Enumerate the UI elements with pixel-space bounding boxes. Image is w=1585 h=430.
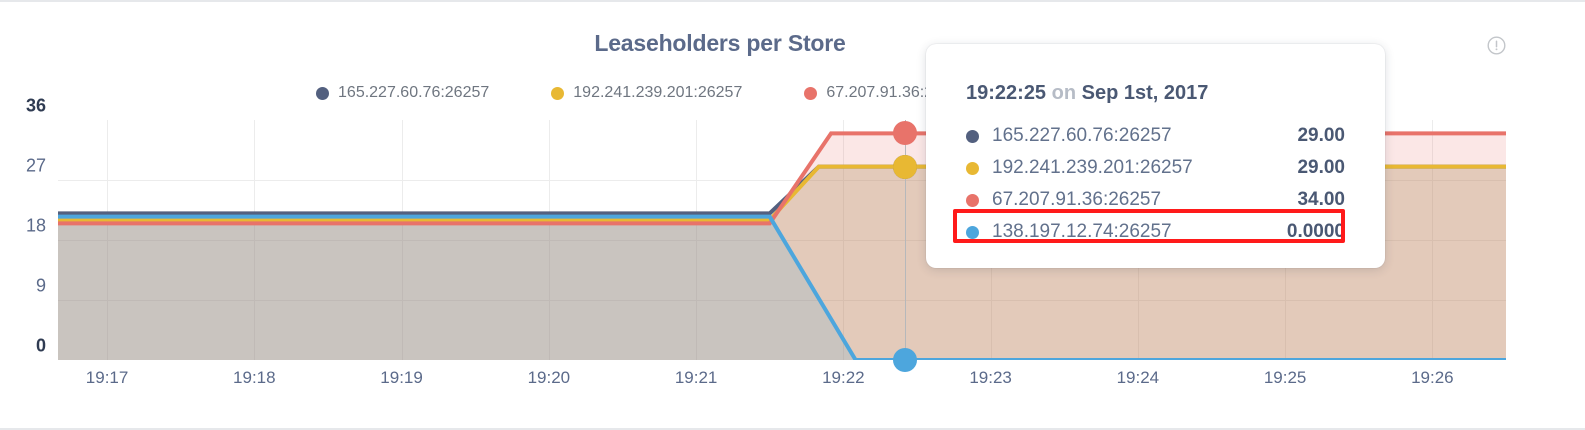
tooltip-color-dot — [966, 161, 979, 175]
y-axis-tick: 27 — [25, 155, 46, 176]
gridline-horizontal — [58, 180, 1506, 181]
legend-label: 165.227.60.76:26257 — [338, 84, 490, 101]
tooltip-header: 19:22:25 on Sep 1st, 2017 — [966, 82, 1345, 105]
x-axis: 19:17 19:18 19:19 19:20 19:21 19:22 19:23 19:24… — [58, 368, 1506, 394]
x-axis-tick: 19:22 — [822, 368, 865, 387]
x-axis-tick: 19:25 — [1263, 368, 1307, 387]
y-axis-tick: 18 — [25, 215, 46, 236]
gridline-vertical — [696, 120, 698, 360]
tooltip-rows: 165.227.60.76:26257 29.00 192.241.239.201:… — [966, 120, 1345, 248]
gridline-vertical — [254, 120, 256, 360]
legend-color-dot — [316, 86, 330, 100]
tooltip-row: 192.241.239.201:26257 29.00 — [966, 152, 1345, 184]
page-title: Leaseholders per Store — [594, 30, 846, 56]
tooltip-time: 19:22:25 — [966, 82, 1047, 104]
tooltip-series-label: 165.227.60.76:26257 — [992, 125, 1172, 146]
gridline-vertical — [401, 120, 403, 360]
tooltip-series-label: 138.197.12.74:26257 — [992, 221, 1172, 242]
tooltip-color-dot — [966, 193, 979, 207]
y-axis-tick: 9 — [35, 275, 46, 296]
y-axis-tick: 36 — [25, 95, 46, 116]
tooltip-color-dot — [966, 129, 979, 143]
tooltip-date: Sep 1st, 2017 — [1081, 82, 1209, 104]
legend-color-dot — [551, 86, 565, 100]
legend-color-dot — [804, 86, 818, 100]
y-axis-tick: 0 — [35, 335, 46, 356]
tooltip-row: 138.197.12.74:26257 0.0000 — [966, 216, 1345, 248]
gridline-vertical — [1432, 120, 1434, 360]
gridline-vertical — [107, 120, 109, 360]
tooltip-color-dot — [966, 225, 979, 239]
y-axis: 0 9 18 27 36 — [0, 96, 46, 368]
x-axis-tick: 19:19 — [380, 368, 423, 387]
hover-tooltip: 19:22:25 on Sep 1st, 2017 165.227.60.76:… — [926, 44, 1385, 268]
hover-marker — [892, 348, 917, 372]
gridline-horizontal — [58, 300, 1506, 301]
tooltip-series-label: 67.207.91.36:26257 — [992, 189, 1162, 210]
x-axis-tick: 19:20 — [527, 368, 571, 387]
hover-marker — [892, 121, 917, 146]
series-line — [58, 217, 1506, 360]
hover-marker — [892, 154, 917, 179]
tooltip-series-value: 34.00 — [1297, 189, 1345, 210]
info-circle-icon[interactable] — [1487, 36, 1506, 55]
legend-item[interactable]: 192.241.239.201:26257 — [551, 84, 742, 102]
x-axis-tick: 19:17 — [85, 368, 129, 387]
x-axis-tick: 19:23 — [969, 368, 1012, 387]
legend-item[interactable]: 165.227.60.76:26257 — [316, 84, 489, 102]
x-axis-tick: 19:21 — [674, 368, 718, 387]
tooltip-series-value: 0.0000 — [1286, 221, 1345, 242]
x-axis-tick: 19:18 — [233, 368, 276, 387]
series-area — [58, 216, 1506, 360]
legend-label: 192.241.239.201:26257 — [573, 84, 743, 101]
x-axis-tick: 19:26 — [1411, 368, 1454, 387]
gridline-vertical — [548, 120, 550, 360]
tooltip-on-word: on — [1051, 82, 1077, 104]
tooltip-row: 165.227.60.76:26257 29.00 — [966, 120, 1345, 152]
tooltip-row: 67.207.91.36:26257 34.00 — [966, 184, 1345, 216]
tooltip-series-label: 192.241.239.201:26257 — [992, 157, 1193, 178]
tooltip-series-value: 29.00 — [1297, 157, 1345, 178]
gridline-vertical — [843, 120, 845, 360]
hover-crosshair — [904, 120, 906, 360]
x-axis-tick: 19:24 — [1116, 368, 1160, 387]
tooltip-series-value: 29.00 — [1297, 125, 1345, 146]
